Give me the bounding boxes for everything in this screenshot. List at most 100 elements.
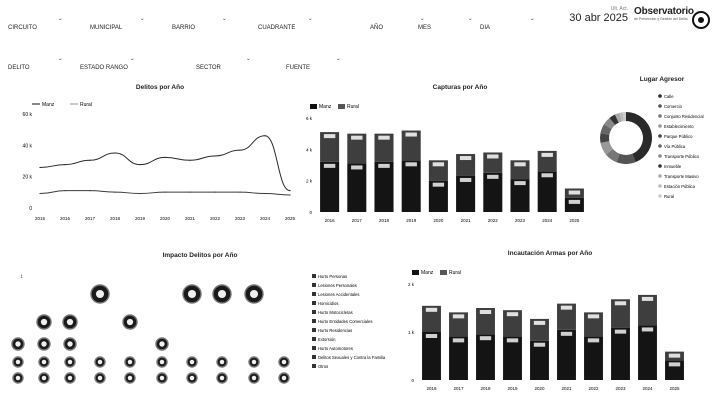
x-tick-label: 2019 [507, 386, 518, 391]
logo-subtitle: de Prevención y Gestión del Delito [634, 17, 688, 21]
pie-slice [616, 153, 636, 164]
x-tick-label: 2019 [135, 216, 146, 221]
filter-año[interactable]: AÑO ⌄ [370, 16, 440, 34]
filter-circuito[interactable]: CIRCUITO ⌄ [8, 16, 78, 34]
bar-rural [374, 133, 394, 162]
data-point [89, 159, 91, 161]
legend-rural: Rural [347, 104, 359, 110]
data-point [139, 164, 141, 166]
filter-cuadrante[interactable]: CUADRANTE ⌄ [258, 16, 328, 34]
lugar-chart: Calle Comercio Conjunto Residencial Estable… [600, 94, 704, 199]
data-point [289, 190, 291, 192]
pie-slice [604, 117, 616, 129]
filter-barrio[interactable]: BARRIO ⌄ [172, 16, 242, 34]
legend-label: Calle [664, 94, 674, 99]
bubble-core [126, 318, 134, 326]
pie-slice [605, 148, 620, 163]
legend-label: Vía Pública [664, 144, 686, 149]
legend-rural: Rural [80, 102, 92, 108]
bubble-core [251, 375, 257, 381]
bar-rural [503, 310, 522, 337]
x-tick-label: 2017 [453, 386, 464, 391]
filter-municipal[interactable]: MUNICIPAL ⌄ [90, 16, 160, 34]
bar-manz-label-bg [452, 338, 465, 343]
chevron-down-icon: ⌄ [530, 16, 535, 22]
filter-delito[interactable]: DELITO ⌄ [8, 56, 78, 74]
chevron-down-icon: ⌄ [58, 56, 63, 62]
update-date: Ult. Act. 30 abr 2025 [566, 6, 628, 24]
filters-row-1: CIRCUITO ⌄ MUNICIPAL ⌄ BARRIO ⌄ CUADRANTE ⌄ AÑO ⌄… [0, 0, 560, 44]
data-point [39, 192, 41, 195]
bar-manz-label-bg [560, 331, 573, 336]
x-tick-label: 2021 [185, 216, 196, 221]
bar-manz [638, 325, 657, 380]
x-tick-label: 2018 [480, 386, 491, 391]
data-point [189, 159, 191, 161]
legend-swatch-rural [440, 270, 447, 275]
bar-rural-label-bg [506, 312, 519, 317]
lugar-title: Lugar Agresor [639, 76, 685, 83]
bar-rural-label-bg [641, 296, 654, 301]
legend-label: Hurto Entidades Comerciales [318, 319, 372, 324]
x-tick-label: 2024 [542, 218, 553, 223]
y-tick-label: 40 k [23, 143, 33, 149]
x-tick-label: 2025 [669, 386, 680, 391]
bubble-core [281, 359, 287, 365]
pie-slice [622, 112, 626, 122]
legend-marker [658, 184, 662, 188]
x-tick-label: 2022 [488, 218, 499, 223]
bubble-core [217, 289, 227, 299]
legend-marker [312, 310, 316, 314]
delitos-chart: Manz Rural 0 20 k 40 k 60 k 2015 2016 2017 2018 20… [23, 102, 296, 221]
bar-manz [347, 163, 367, 212]
bar-manz-label-bg [514, 181, 526, 186]
series-line-manz [39, 135, 291, 192]
bar-rural [347, 133, 367, 164]
bar-manz [503, 336, 522, 380]
bubble-core [159, 359, 165, 365]
legend-label: Transporte Público [664, 154, 700, 159]
bubble-core [97, 359, 103, 365]
legend-label: Otros [318, 364, 328, 369]
filter-mes[interactable]: MES ⌄ [418, 16, 488, 34]
data-point [89, 190, 91, 192]
legend-swatch-manz [310, 104, 317, 109]
filter-sector[interactable]: SECTOR ⌄ [196, 56, 266, 74]
filter-fuente[interactable]: FUENTE ⌄ [286, 56, 356, 74]
x-tick-label: 2016 [325, 218, 336, 223]
pie-slice [619, 112, 624, 122]
bubble-core [15, 375, 21, 381]
bar-manz-label-bg [425, 334, 438, 338]
update-date-value: 30 abr 2025 [569, 12, 628, 24]
series-line-rural [39, 190, 291, 196]
data-point [114, 152, 116, 154]
bubble-core [41, 375, 47, 381]
bar-rural-label-bg [587, 314, 600, 319]
legend-label: Hurto Residencias [318, 328, 352, 333]
legend-marker [312, 355, 316, 359]
x-tick-label: 2017 [352, 218, 363, 223]
data-point [64, 164, 66, 166]
legend-marker [658, 104, 662, 108]
bar-rural [476, 308, 495, 335]
y-tick-label: 60 k [23, 112, 33, 118]
filter-estado-rango[interactable]: ESTADO RANGO ⌄ [80, 56, 150, 74]
bar-manz [320, 161, 340, 212]
legend-marker [312, 337, 316, 341]
filter-dia[interactable]: DIA ⌄ [480, 16, 550, 34]
bar-manz [537, 171, 557, 212]
x-tick-label: 2022 [210, 216, 221, 221]
bar-rural [557, 303, 576, 330]
chevron-down-icon: ⌄ [222, 16, 227, 22]
bar-manz-label-bg [614, 329, 627, 334]
x-tick-label: 2015 [35, 216, 46, 221]
filter-label: CUADRANTE [258, 25, 296, 31]
bar-rural-label-bg [487, 154, 499, 159]
legend-label: Homicidios [318, 301, 338, 306]
data-point [289, 194, 291, 196]
legend-label: Extorsión [318, 337, 336, 342]
legend-marker [658, 114, 662, 118]
pie-slice [600, 141, 613, 155]
data-point [39, 166, 41, 169]
y-tick-label: 6 k [306, 116, 313, 121]
